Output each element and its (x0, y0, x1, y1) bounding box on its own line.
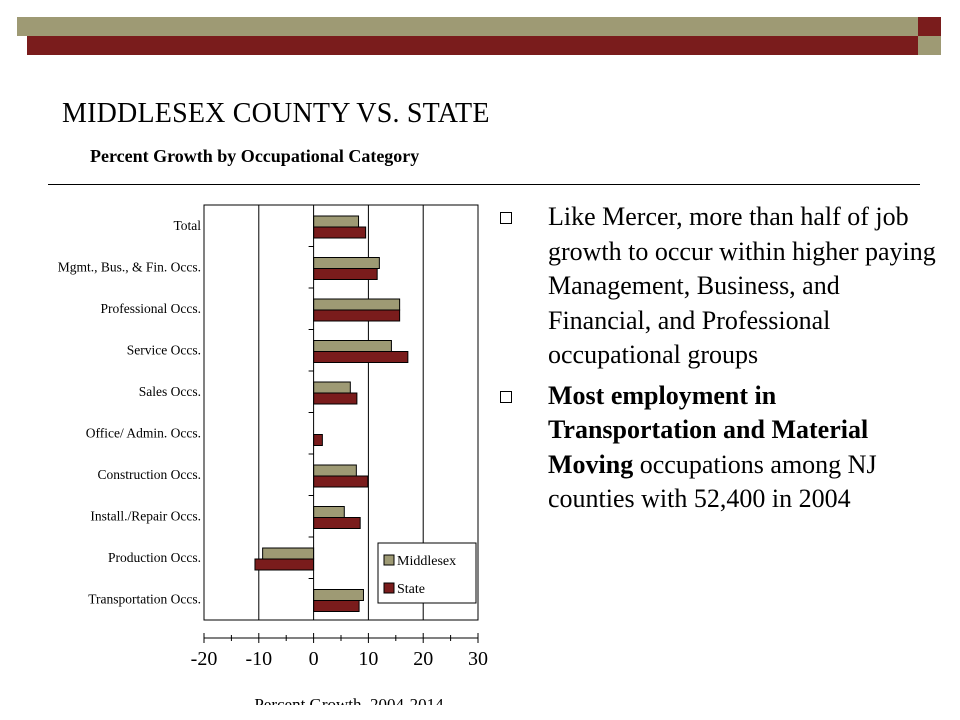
bar-middlesex-8 (262, 547, 315, 560)
legend-label-state: State (397, 582, 425, 597)
bullet-item-2: Most employment in Transportation and Ma… (498, 379, 938, 517)
category-label: Production Occs. (108, 550, 201, 565)
bar-middlesex-0 (313, 215, 360, 228)
x-tick-label: 0 (309, 648, 319, 670)
category-label: Construction Occs. (98, 467, 202, 482)
category-label: Service Occs. (127, 343, 201, 358)
category-label: Install./Repair Occs. (90, 509, 201, 524)
bar-middlesex-9 (313, 589, 364, 601)
x-tick-label: -20 (191, 648, 218, 670)
bar-state-3 (313, 351, 409, 363)
bar-state-1 (313, 268, 378, 280)
category-label: Transportation Occs. (88, 592, 201, 607)
bar-state-9 (313, 600, 360, 612)
growth-bar-chart: Total Mgmt., Bus., & Fin. Occs. Profession… (58, 204, 488, 705)
bullet-list: Like Mercer, more than half of job growt… (498, 200, 938, 523)
bar-middlesex-3 (313, 340, 392, 352)
category-label: Mgmt., Bus., & Fin. Occs. (58, 260, 201, 275)
slide-title: MIDDLESEX COUNTY VS. STATE (62, 98, 490, 129)
legend-label-middlesex: Middlesex (397, 554, 456, 569)
category-label: Sales Occs. (139, 384, 201, 399)
bar-middlesex-2 (313, 298, 401, 311)
bullet-2-bold-text: Most employment in Transportation and Ma… (548, 380, 869, 479)
hollow-square-bullet-icon (500, 390, 512, 403)
bar-middlesex-4 (313, 381, 351, 394)
bar-state-2 (313, 309, 401, 322)
bar-state-4 (313, 392, 358, 405)
corner-maroon-square (918, 17, 941, 36)
chart-subtitle: Percent Growth by Occupational Category (90, 146, 420, 166)
top-maroon-band (27, 36, 918, 55)
bar-state-7 (313, 517, 361, 529)
title-divider (48, 184, 920, 185)
bullet-1-text: Like Mercer, more than half of job growt… (548, 202, 936, 369)
bar-state-6 (313, 475, 369, 488)
legend-swatch-middlesex (383, 554, 395, 566)
bar-state-0 (313, 226, 367, 239)
bar-state-5 (313, 434, 323, 446)
category-label: Office/ Admin. Occs. (86, 426, 201, 441)
category-label: Total (173, 218, 201, 233)
legend-box (377, 542, 477, 604)
bullet-item-1: Like Mercer, more than half of job growt… (498, 200, 938, 373)
bar-middlesex-7 (313, 506, 345, 518)
bar-middlesex-6 (313, 464, 357, 477)
plot-area-frame (203, 204, 479, 621)
category-label: Professional Occs. (101, 301, 201, 316)
bar-state-8 (254, 558, 315, 571)
bar-middlesex-1 (313, 257, 380, 269)
x-tick-label: 30 (468, 648, 488, 670)
hollow-square-bullet-icon (500, 212, 512, 224)
x-tick-label: 20 (413, 648, 433, 670)
top-olive-band (17, 17, 918, 36)
x-tick-label: 10 (358, 648, 378, 670)
legend-swatch-state (383, 582, 395, 594)
x-axis-label: Percent Growth, 2004-2014 (254, 695, 444, 705)
corner-olive-square (918, 36, 941, 55)
bullet-2-text: occupations among NJ counties with 52,40… (548, 449, 877, 514)
x-tick-label: -10 (245, 648, 272, 670)
